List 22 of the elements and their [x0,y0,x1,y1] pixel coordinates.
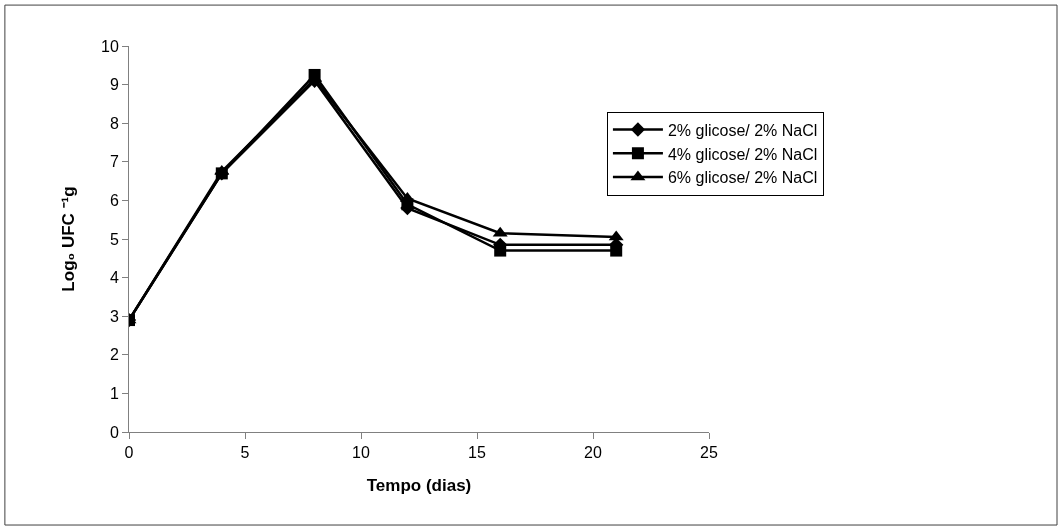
y-tick-label: 0 [109,423,119,441]
y-axis-title: Log₀ UFC ⁻¹g [58,186,78,292]
x-tick-label: 0 [124,444,134,462]
x-tick-label: 5 [240,444,250,462]
x-axis-title: Tempo (dias) [366,475,472,495]
legend-label: 2% glicose/ 2% NaCl [667,121,818,139]
y-tick-label: 10 [101,37,119,55]
y-tick-label: 1 [109,385,119,402]
y-tick-label: 4 [109,269,119,287]
y-tick-label: 7 [109,153,119,171]
x-tick-label: 10 [352,444,370,462]
y-tick-label: 8 [109,114,119,132]
y-tick-label: 6 [109,192,119,209]
x-tick-label: 15 [468,444,486,462]
y-tick-label: 9 [109,76,119,94]
x-tick-label: 20 [584,444,602,462]
y-tick-label: 5 [109,230,119,248]
legend-label: 6% glicose/ 2% NaCl [667,169,818,187]
x-tick-label: 25 [700,444,718,462]
y-tick-label: 3 [109,307,119,325]
legend-label: 4% glicose/ 2% NaCl [667,145,818,163]
y-tick-label: 2 [109,346,119,364]
